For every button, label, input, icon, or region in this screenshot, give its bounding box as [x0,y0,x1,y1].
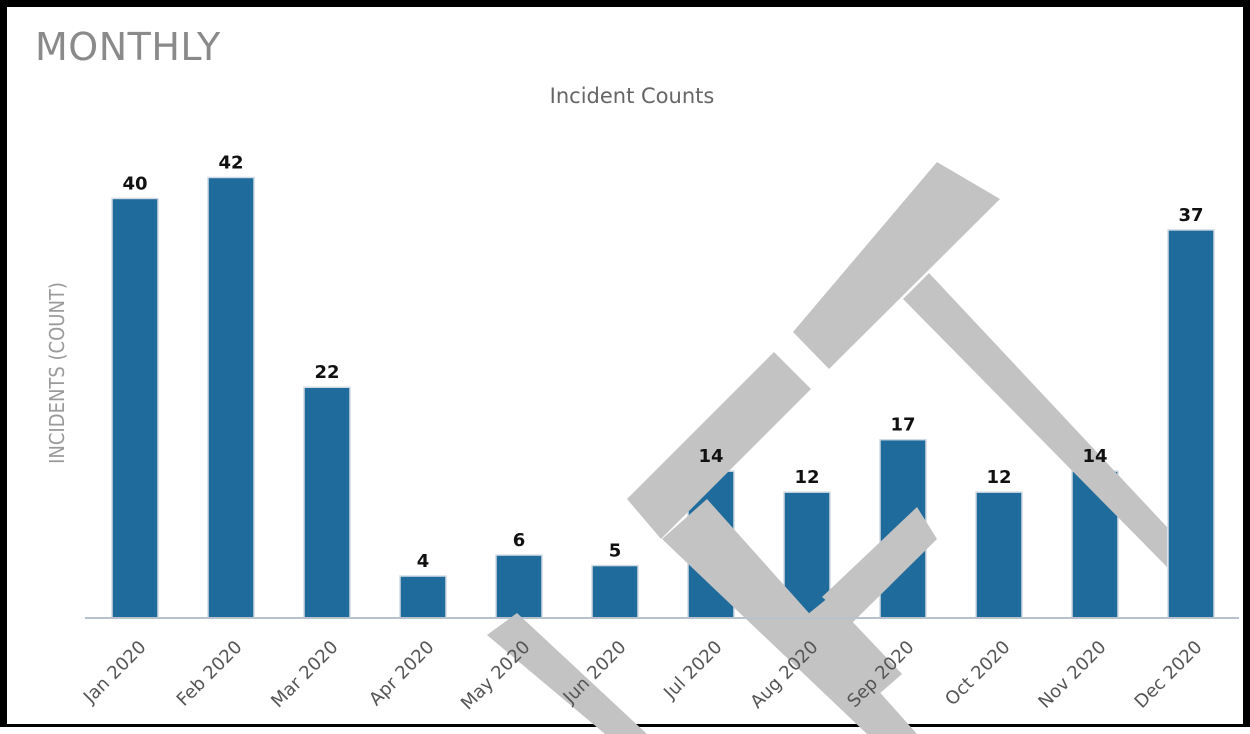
value-label: 40 [122,173,147,194]
bar-apr-2020 [399,575,447,619]
bar-jun-2020 [591,564,639,619]
bar-may-2020 [495,554,543,619]
watermark-graphic [487,162,1167,734]
value-label: 12 [794,467,819,488]
x-tick-labels-group: Jan 2020 Feb 2020 Mar 2020 Apr 2020 May 2020… [79,637,1207,715]
x-tick-label: Dec 2020 [1131,637,1207,713]
x-tick-label: May 2020 [457,637,535,715]
value-label: 4 [417,551,430,572]
value-label: 5 [609,541,622,562]
value-label: 42 [218,152,243,173]
chart-title: Incident Counts [549,84,715,108]
bar-feb-2020 [207,176,255,619]
x-tick-label: Apr 2020 [365,637,438,710]
bar-chart: 40 42 22 4 6 5 14 12 17 12 14 37 Jan 2020 Feb 2020 Ma… [79,152,1239,734]
value-label: 12 [986,467,1011,488]
bar-dec-2020 [1167,229,1215,619]
value-label: 6 [513,530,526,551]
panel-title: MONTHLY [35,25,221,69]
value-label: 17 [890,415,915,436]
x-tick-label: Mar 2020 [267,637,342,712]
value-label: 14 [1082,446,1107,467]
bar-oct-2020 [975,491,1023,619]
value-labels-group: 40 42 22 4 6 5 14 12 17 12 14 37 [122,152,1203,572]
x-tick-label: Jan 2020 [79,637,151,709]
x-tick-label: Jul 2020 [659,637,726,704]
value-label: 37 [1178,205,1203,226]
value-label: 22 [314,362,339,383]
value-label: 14 [698,446,723,467]
x-tick-label: Nov 2020 [1034,637,1110,713]
x-tick-label: Oct 2020 [941,637,1014,710]
bar-jan-2020 [111,197,159,619]
bar-mar-2020 [303,386,351,619]
x-tick-label: Feb 2020 [173,637,247,711]
bars-group [111,176,1215,619]
